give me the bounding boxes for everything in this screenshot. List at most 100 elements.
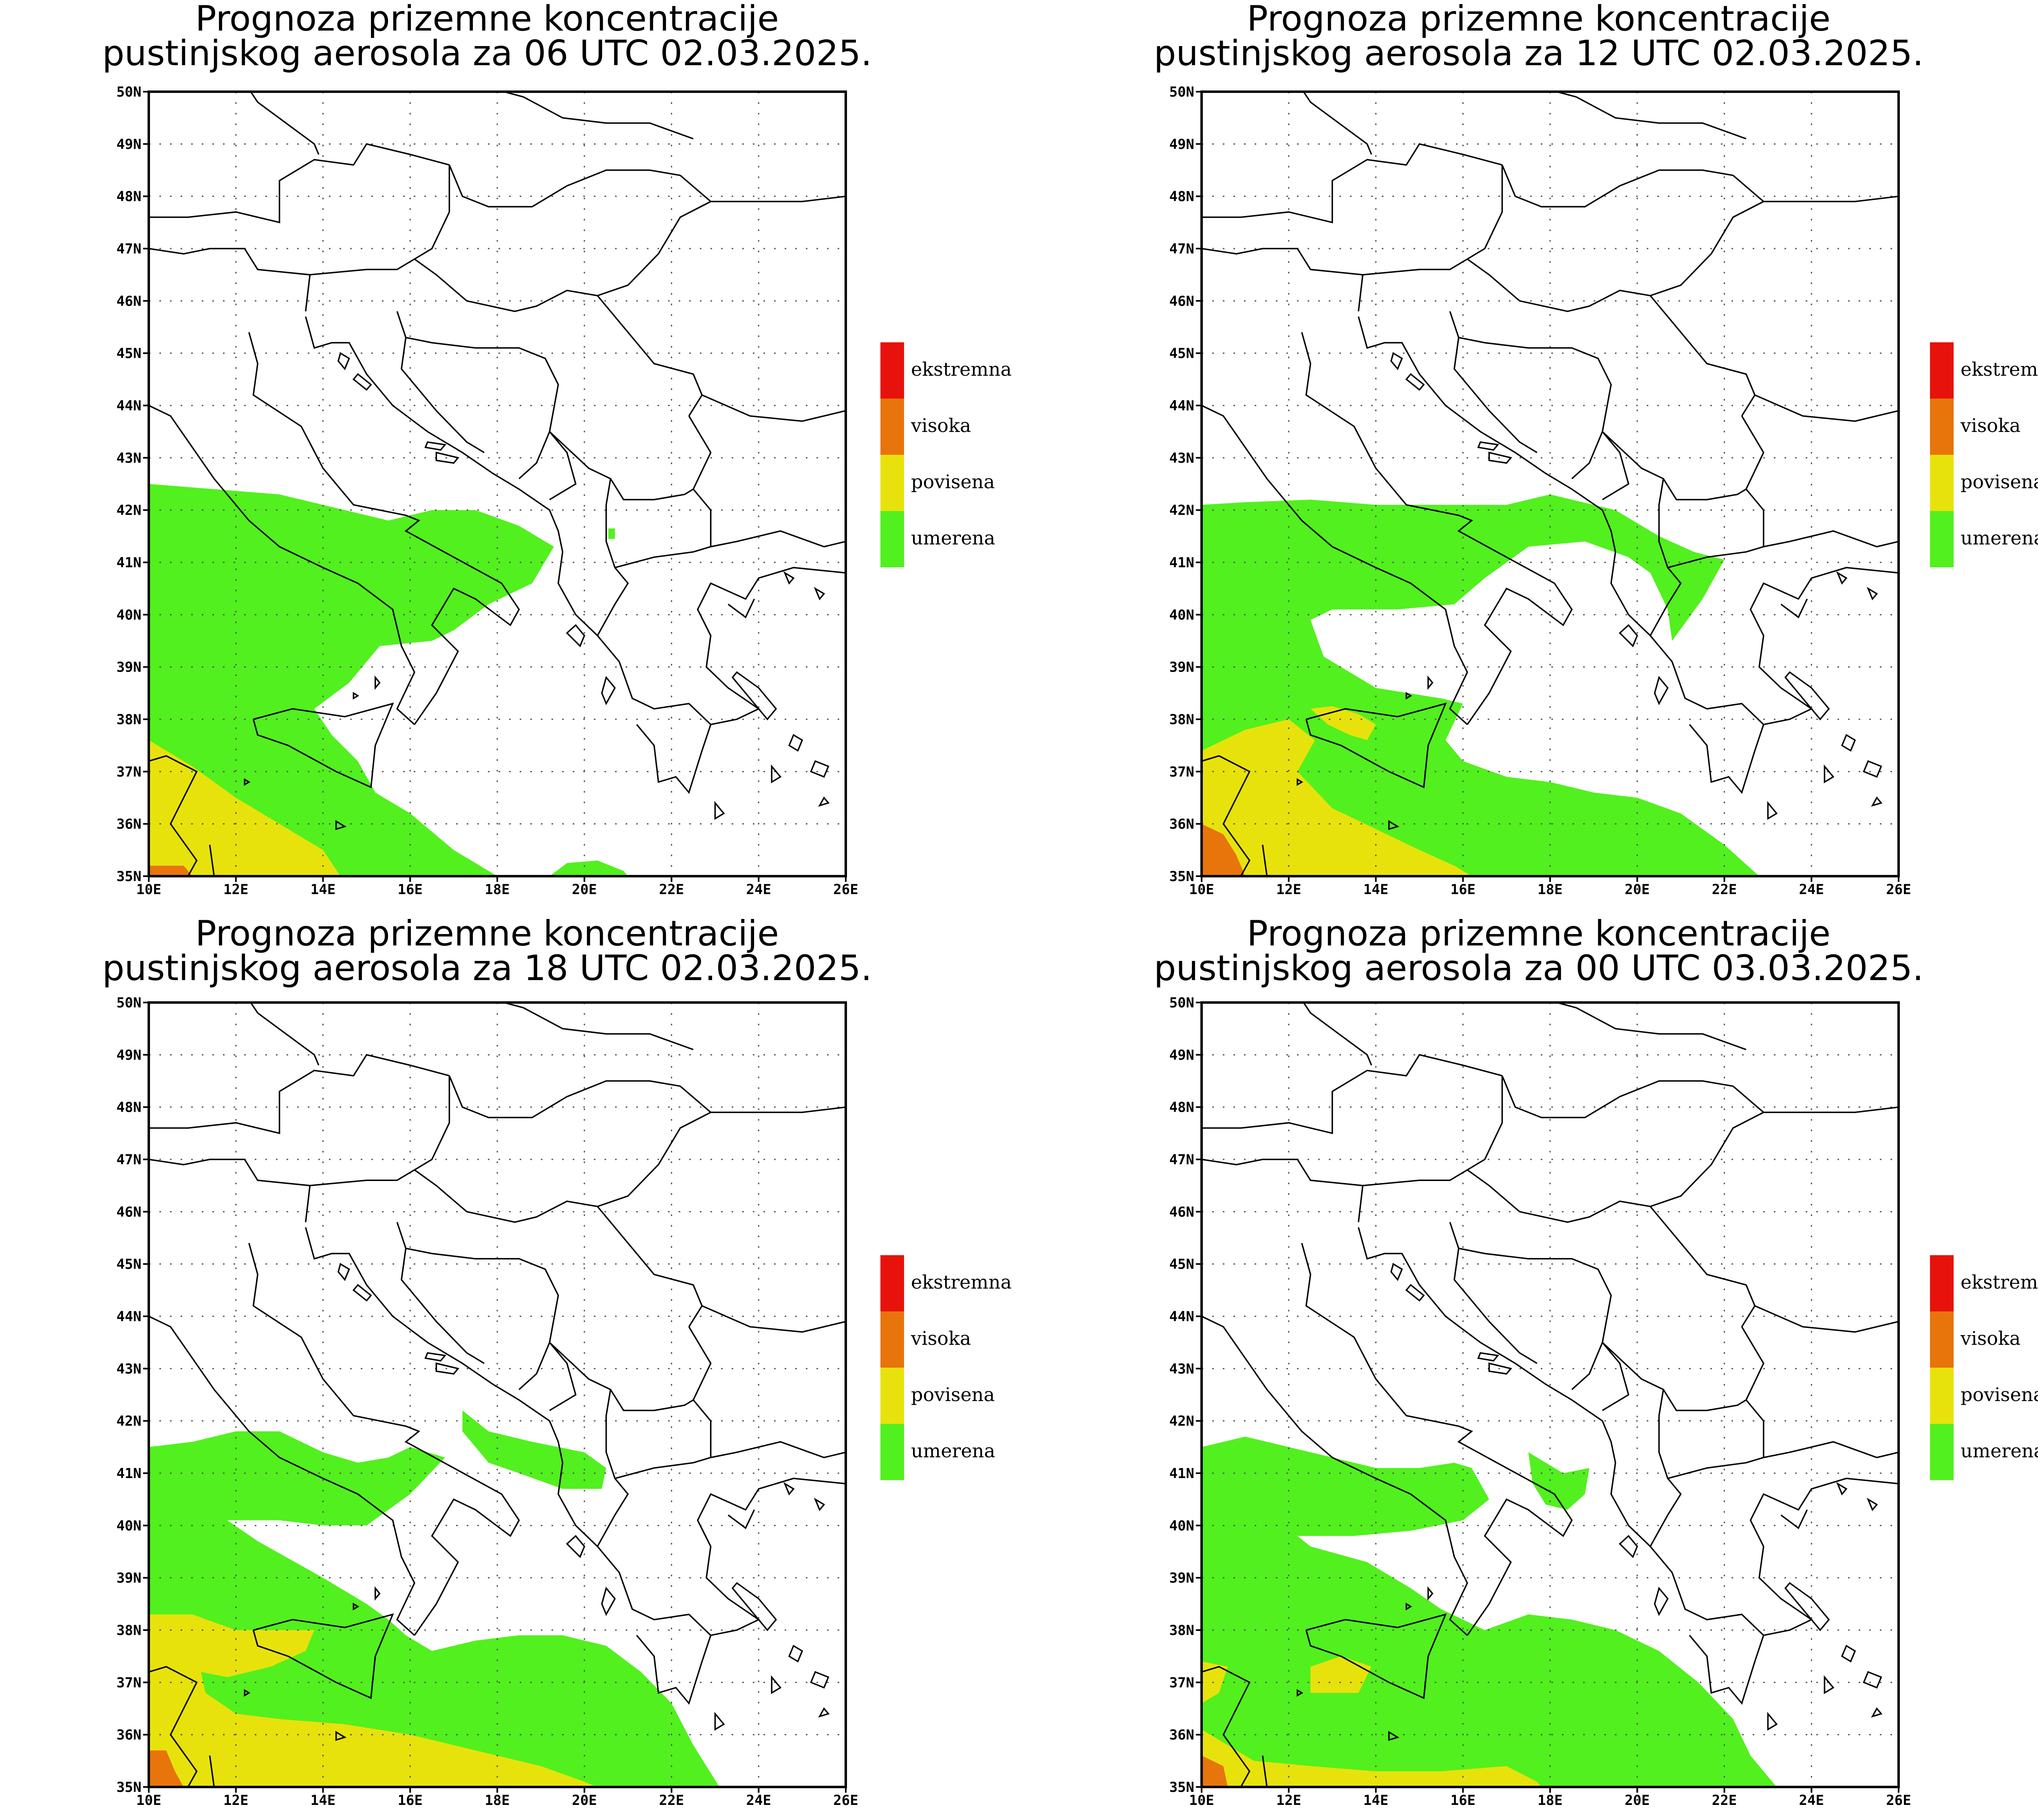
- coastline-border: [523, 96, 694, 140]
- coastline-border: [1749, 567, 1899, 725]
- coastline-border: [701, 1305, 846, 1333]
- map-area: [149, 92, 846, 876]
- lon-tick-label: 24E: [1799, 881, 1824, 898]
- lat-tick-label: 38N: [1169, 1622, 1194, 1639]
- lat-tick-label: 43N: [1169, 1361, 1194, 1377]
- lat-tick-label: 38N: [117, 1622, 141, 1639]
- coastline-border: [248, 332, 520, 725]
- lat-tick-label: 47N: [1169, 1152, 1194, 1168]
- island-outline: [1390, 352, 1403, 370]
- dust-field-povisena: [1202, 719, 1472, 876]
- coastline-border: [1202, 1159, 1364, 1223]
- legend-swatch-povisena: [880, 1368, 904, 1424]
- legend-label-ekstremna: ekstremna: [911, 358, 1012, 380]
- legend-swatch-ekstremna: [880, 1255, 904, 1311]
- dust-field-visoka: [149, 1750, 184, 1787]
- panel-title-line2: pustinjskog aerosola za 18 UTC 02.03.202…: [102, 948, 872, 989]
- island-outline: [818, 1707, 830, 1718]
- legend-swatch-ekstremna: [1930, 1255, 1954, 1311]
- lat-tick-label: 37N: [117, 764, 141, 780]
- coastline-border: [597, 295, 703, 416]
- coastline-border: [248, 1243, 520, 1636]
- coastline-border: [1650, 1389, 1682, 1547]
- map-area: [1202, 92, 1899, 876]
- lat-tick-label: 49N: [117, 136, 141, 152]
- lon-tick-label: 12E: [1276, 1792, 1301, 1809]
- coastline-border: [523, 1007, 694, 1051]
- coastline-border: [149, 248, 311, 312]
- lon-tick-label: 10E: [136, 881, 161, 898]
- dust-field-umerena: [462, 1410, 607, 1489]
- lat-tick-label: 48N: [117, 189, 141, 205]
- legend: ekstremna visoka povisena umerena: [880, 1255, 1012, 1480]
- island-outline: [424, 441, 447, 451]
- lat-tick-label: 46N: [117, 1204, 141, 1220]
- coastline-border: [1780, 1509, 1808, 1529]
- coastline-border: [1363, 1075, 1503, 1186]
- legend-swatch-povisena: [1930, 1368, 1954, 1424]
- coastline-border: [1601, 1342, 1630, 1411]
- island-outline: [337, 352, 350, 370]
- lat-tick-label: 50N: [1169, 84, 1194, 100]
- lon-tick-label: 12E: [223, 1792, 248, 1809]
- coastline-border: [1602, 415, 1765, 500]
- coastline-border: [1576, 96, 1747, 140]
- island-outline: [435, 452, 459, 464]
- dust-field-povisena: [149, 740, 341, 876]
- island-outline: [1866, 1497, 1878, 1512]
- coastline-border: [1305, 1613, 1447, 1699]
- lon-tick-label: 18E: [485, 1792, 510, 1809]
- coastline-border: [1601, 431, 1630, 500]
- lat-tick-label: 39N: [1169, 1570, 1194, 1586]
- coastline-border: [252, 702, 394, 789]
- dust-field-visoka: [1202, 1756, 1228, 1787]
- island-outline: [1405, 692, 1412, 700]
- legend-swatch-visoka: [1930, 399, 1954, 455]
- lon-tick-label: 12E: [1276, 881, 1301, 898]
- island-outline: [788, 734, 803, 752]
- legend-swatch-ekstremna: [880, 342, 904, 399]
- lat-tick-label: 39N: [117, 659, 141, 676]
- island-outline: [1297, 778, 1304, 786]
- lat-tick-label: 49N: [1169, 1047, 1194, 1063]
- lon-tick-label: 12E: [223, 881, 248, 898]
- lat-tick-label: 39N: [1169, 659, 1194, 676]
- panel-title-line2: pustinjskog aerosola za 00 UTC 03.03.202…: [1154, 948, 1924, 989]
- coastline-border: [693, 489, 712, 547]
- lon-tick-label: 20E: [572, 1792, 597, 1809]
- coastline-border: [1733, 1111, 1764, 1129]
- lat-tick-label: 40N: [1169, 1518, 1194, 1534]
- panel-title-line2: pustinjskog aerosola za 06 UTC 02.03.202…: [102, 33, 872, 74]
- legend-swatch-umerena: [880, 1424, 904, 1480]
- island-outline: [1836, 1482, 1848, 1496]
- coastline-border: [1202, 1666, 1251, 1787]
- island-outline: [601, 1586, 616, 1616]
- island-outline: [1654, 676, 1669, 705]
- island-outline: [1784, 671, 1830, 721]
- coastline-border: [697, 567, 846, 725]
- island-outline: [374, 675, 381, 690]
- island-outline: [783, 1482, 795, 1496]
- lon-tick-label: 26E: [1886, 1792, 1911, 1809]
- coastline-border: [305, 316, 712, 794]
- island-outline: [601, 676, 616, 705]
- coastline-border: [1454, 337, 1537, 453]
- lon-tick-label: 26E: [833, 881, 858, 898]
- lon-tick-label: 16E: [398, 1792, 423, 1809]
- lat-tick-label: 50N: [1169, 995, 1194, 1011]
- legend-label-povisena: povisena: [911, 1384, 995, 1406]
- legend-label-povisena: povisena: [1961, 1384, 2038, 1406]
- coastline-border: [310, 1075, 450, 1186]
- island-outline: [1388, 1731, 1400, 1741]
- coastline-border: [249, 92, 320, 155]
- lat-tick-label: 47N: [1169, 241, 1194, 257]
- lat-tick-label: 36N: [117, 1727, 141, 1743]
- lon-tick-label: 22E: [1712, 881, 1737, 898]
- coastline-border: [1667, 1441, 1899, 1479]
- island-outline: [353, 692, 360, 700]
- lat-tick-label: 39N: [117, 1570, 141, 1586]
- lat-tick-label: 35N: [117, 1779, 141, 1796]
- island-outline: [352, 1284, 372, 1302]
- island-outline: [1871, 796, 1883, 807]
- coastline-border: [1302, 1003, 1372, 1066]
